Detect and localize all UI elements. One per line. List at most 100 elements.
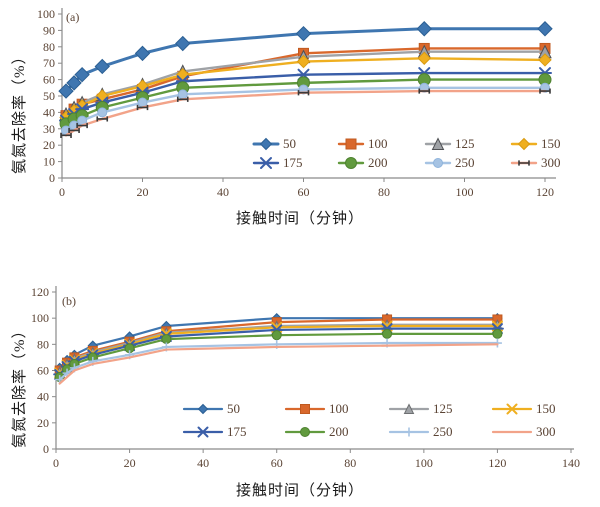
series-300-marker — [297, 90, 310, 96]
legend-label: 125 — [433, 401, 453, 416]
y-tick-label: 80 — [37, 337, 49, 351]
series-50-marker — [295, 25, 312, 42]
y-tick-label: 20 — [37, 416, 49, 430]
chart-a-y-axis-label: 氨氮去除率（%） — [12, 48, 28, 175]
series-50-marker — [416, 21, 432, 37]
legend-label: 300 — [536, 424, 556, 439]
y-tick-label: 40 — [37, 390, 49, 404]
legend-swatch-marker — [404, 427, 414, 437]
legend-label: 50 — [283, 136, 296, 151]
legend-item-125: 125 — [388, 401, 453, 416]
legend-item-250: 250 — [424, 155, 475, 170]
x-tick-label: 40 — [197, 456, 209, 470]
y-tick-label: 20 — [43, 138, 55, 152]
legend-swatch-marker — [259, 137, 273, 151]
legend-label: 175 — [227, 424, 247, 439]
x-tick-label: 0 — [53, 456, 59, 470]
series-300-line — [58, 343, 499, 385]
legend-label: 200 — [368, 155, 388, 170]
legend-swatch-marker — [433, 158, 443, 168]
series-300-marker — [418, 88, 431, 94]
series-150-marker — [538, 53, 552, 67]
chart-a-panel-label: (a) — [66, 10, 80, 24]
y-tick-label: 70 — [43, 56, 55, 70]
series-300-marker — [176, 96, 189, 102]
legend-label: 250 — [433, 424, 453, 439]
series-250-marker — [177, 89, 188, 100]
series-200-marker — [271, 330, 282, 341]
chart-a: 0 10 20 30 40 50 60 70 80 90 100 0 20 40 60 80 100 120 50 1… — [0, 0, 600, 240]
legend-label: 125 — [455, 136, 475, 151]
y-tick-label: 120 — [31, 285, 49, 299]
legend-item-50: 50 — [252, 136, 296, 151]
y-tick-label: 60 — [43, 73, 55, 87]
series-50-marker — [175, 35, 191, 52]
y-tick-label: 90 — [43, 23, 55, 37]
series-150-marker — [296, 54, 311, 69]
series-50-marker — [58, 83, 74, 99]
series-300-marker — [539, 88, 551, 94]
legend-label: 100 — [329, 401, 349, 416]
y-tick-label: 100 — [37, 7, 55, 21]
series-50-marker — [74, 66, 90, 83]
series-150-marker — [417, 51, 431, 65]
legend-item-250: 250 — [388, 424, 453, 439]
legend-item-200: 200 — [284, 424, 349, 439]
series-50-marker — [537, 21, 553, 37]
x-tick-label: 120 — [488, 456, 506, 470]
legend-item-100: 100 — [284, 401, 349, 416]
legend-swatch-marker — [431, 137, 445, 150]
legend-item-175: 175 — [252, 155, 303, 170]
legend-label: 175 — [283, 155, 303, 170]
legend-swatch-marker — [506, 403, 518, 415]
x-tick-label: 60 — [298, 185, 310, 199]
series-50-marker — [94, 58, 110, 75]
y-tick-label: 80 — [43, 40, 55, 54]
legend-item-150: 150 — [491, 401, 556, 416]
y-tick-label: 60 — [37, 364, 49, 378]
legend-item-100: 100 — [337, 136, 388, 151]
chart-b: 0 20 40 60 80 100 120 0 20 40 60 80 100 120 140 50 100 12… — [0, 270, 600, 507]
series-200-marker — [161, 334, 172, 345]
legend-item-200: 200 — [337, 155, 388, 170]
x-tick-label: 20 — [137, 185, 149, 199]
y-tick-label: 50 — [43, 89, 55, 103]
x-tick-label: 0 — [59, 185, 65, 199]
chart-b-panel-label: (b) — [62, 294, 76, 308]
chart-b-plot: 0 20 40 60 80 100 120 0 20 40 60 80 100 120 140 50 100 12… — [31, 285, 580, 470]
chart-b-y-axis-label: 氨氮去除率（%） — [12, 322, 28, 449]
series-250-marker — [97, 107, 108, 118]
chart-b-x-axis-label: 接触时间（分钟） — [235, 483, 364, 499]
y-tick-label: 0 — [43, 442, 49, 456]
legend-label: 300 — [541, 155, 561, 170]
x-tick-label: 40 — [217, 185, 229, 199]
axis-lines — [55, 286, 574, 450]
x-tick-label: 100 — [415, 456, 433, 470]
legend-swatch-marker — [518, 160, 530, 166]
series-200-marker — [382, 328, 393, 339]
legend-swatch-marker — [345, 138, 357, 150]
y-tick-label: 10 — [43, 155, 55, 169]
series-300-marker — [136, 104, 149, 111]
legend-swatch-marker — [517, 137, 531, 151]
series-300-marker — [96, 116, 109, 122]
x-tick-label: 140 — [562, 456, 580, 470]
series-250-marker — [492, 338, 502, 348]
chart-a-plot: 0 10 20 30 40 50 60 70 80 90 100 0 20 40 60 80 100 120 50 1… — [37, 7, 561, 199]
legend-label: 50 — [227, 401, 240, 416]
series-300-marker — [76, 122, 88, 129]
series-200-marker — [492, 328, 503, 339]
x-tick-label: 80 — [344, 456, 356, 470]
x-tick-label: 120 — [536, 185, 554, 199]
legend-label: 100 — [368, 136, 388, 151]
legend-swatch-marker — [300, 427, 310, 437]
y-tick-label: 30 — [43, 122, 55, 136]
legend-label: 250 — [455, 155, 475, 170]
x-tick-label: 100 — [456, 185, 474, 199]
y-tick-label: 0 — [49, 171, 55, 185]
legend-item-300: 300 — [510, 155, 561, 170]
legend-item-125: 125 — [424, 136, 475, 151]
x-tick-label: 20 — [124, 456, 136, 470]
series-300-marker — [68, 127, 80, 134]
